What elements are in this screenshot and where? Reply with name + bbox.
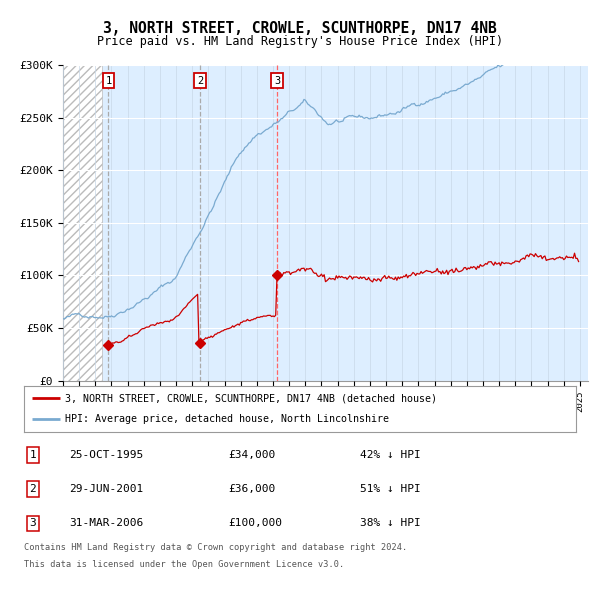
Text: 29-JUN-2001: 29-JUN-2001 [69, 484, 143, 494]
Text: 3: 3 [274, 76, 280, 86]
Text: 51% ↓ HPI: 51% ↓ HPI [360, 484, 421, 494]
Text: Price paid vs. HM Land Registry's House Price Index (HPI): Price paid vs. HM Land Registry's House … [97, 35, 503, 48]
Text: 1: 1 [29, 450, 37, 460]
Text: 31-MAR-2006: 31-MAR-2006 [69, 519, 143, 528]
Text: 1: 1 [105, 76, 112, 86]
Text: 2: 2 [197, 76, 203, 86]
Text: This data is licensed under the Open Government Licence v3.0.: This data is licensed under the Open Gov… [24, 560, 344, 569]
Text: 25-OCT-1995: 25-OCT-1995 [69, 450, 143, 460]
Text: £34,000: £34,000 [228, 450, 275, 460]
Text: Contains HM Land Registry data © Crown copyright and database right 2024.: Contains HM Land Registry data © Crown c… [24, 543, 407, 552]
Text: £36,000: £36,000 [228, 484, 275, 494]
Text: 3: 3 [29, 519, 37, 528]
Text: 3, NORTH STREET, CROWLE, SCUNTHORPE, DN17 4NB: 3, NORTH STREET, CROWLE, SCUNTHORPE, DN1… [103, 21, 497, 35]
Text: 42% ↓ HPI: 42% ↓ HPI [360, 450, 421, 460]
Text: HPI: Average price, detached house, North Lincolnshire: HPI: Average price, detached house, Nort… [65, 414, 389, 424]
Text: 38% ↓ HPI: 38% ↓ HPI [360, 519, 421, 528]
Text: £100,000: £100,000 [228, 519, 282, 528]
Bar [63, 65, 102, 381]
Text: 2: 2 [29, 484, 37, 494]
Text: 3, NORTH STREET, CROWLE, SCUNTHORPE, DN17 4NB (detached house): 3, NORTH STREET, CROWLE, SCUNTHORPE, DN1… [65, 394, 437, 404]
